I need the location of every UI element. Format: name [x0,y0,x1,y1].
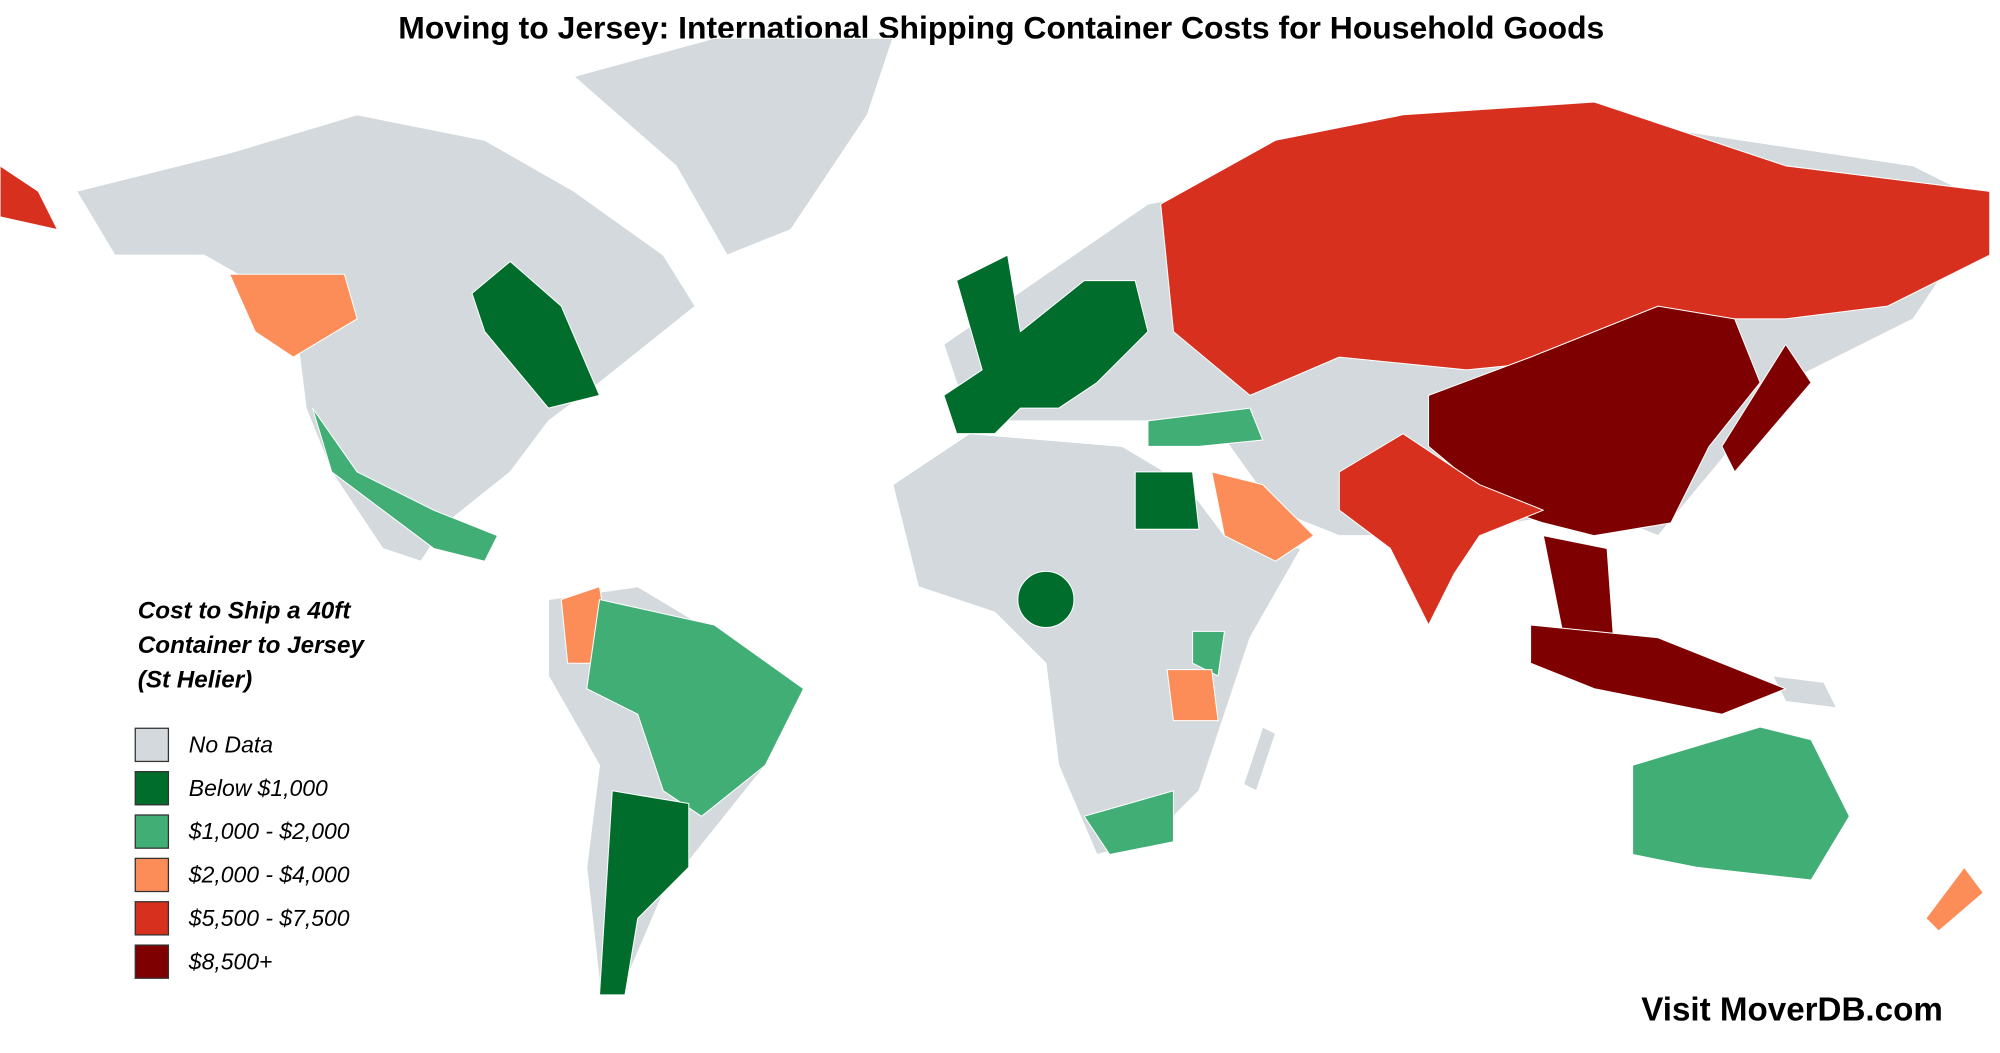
saudi-arabia [1211,471,1315,562]
legend: No Data Below $1,000 $1,000 - $2,000 $2,000… [134,727,350,979]
mexico [312,407,498,562]
legend-label: $5,500 - $7,500 [188,905,350,931]
legend-title: Cost to Ship a 40ft Container to Jersey (S… [138,598,366,694]
africa [892,433,1302,856]
legend-label: $2,000 - $4,000 [188,862,350,888]
alaska-east-russia [0,165,58,231]
brazil [586,598,805,817]
legend-label: No Data [189,732,273,758]
legend-swatch [134,857,170,893]
legend-label: Below $1,000 [189,775,328,801]
legend-label: $8,500+ [188,948,273,974]
india [1338,433,1544,626]
japan [1721,343,1812,473]
legend-swatch [134,771,170,806]
british-columbia [229,273,358,358]
new-guinea [1772,675,1838,709]
legend-swatch [134,944,170,979]
world-map [0,37,1991,996]
legend-swatch [134,814,170,849]
map-title: Moving to Jersey: International Shipping… [398,9,1604,45]
australia [1632,726,1850,881]
legend-label: $1,000 - $2,000 [188,818,350,844]
greenland [573,37,894,256]
egypt [1134,471,1200,530]
ontario [471,260,601,409]
turkey [1147,407,1264,447]
tanzania [1166,669,1219,722]
new-zealand [1925,866,1984,932]
south-africa [1083,790,1174,856]
nigeria [1017,570,1075,629]
footer-link[interactable]: Visit MoverDB.com [1641,991,1943,1028]
argentina [599,790,690,996]
legend-swatch [134,727,170,763]
europe [943,254,1149,435]
russia [1160,101,1991,396]
kenya [1192,630,1225,677]
madagascar [1243,726,1277,792]
legend-swatch [134,901,170,936]
indonesia [1530,624,1787,715]
